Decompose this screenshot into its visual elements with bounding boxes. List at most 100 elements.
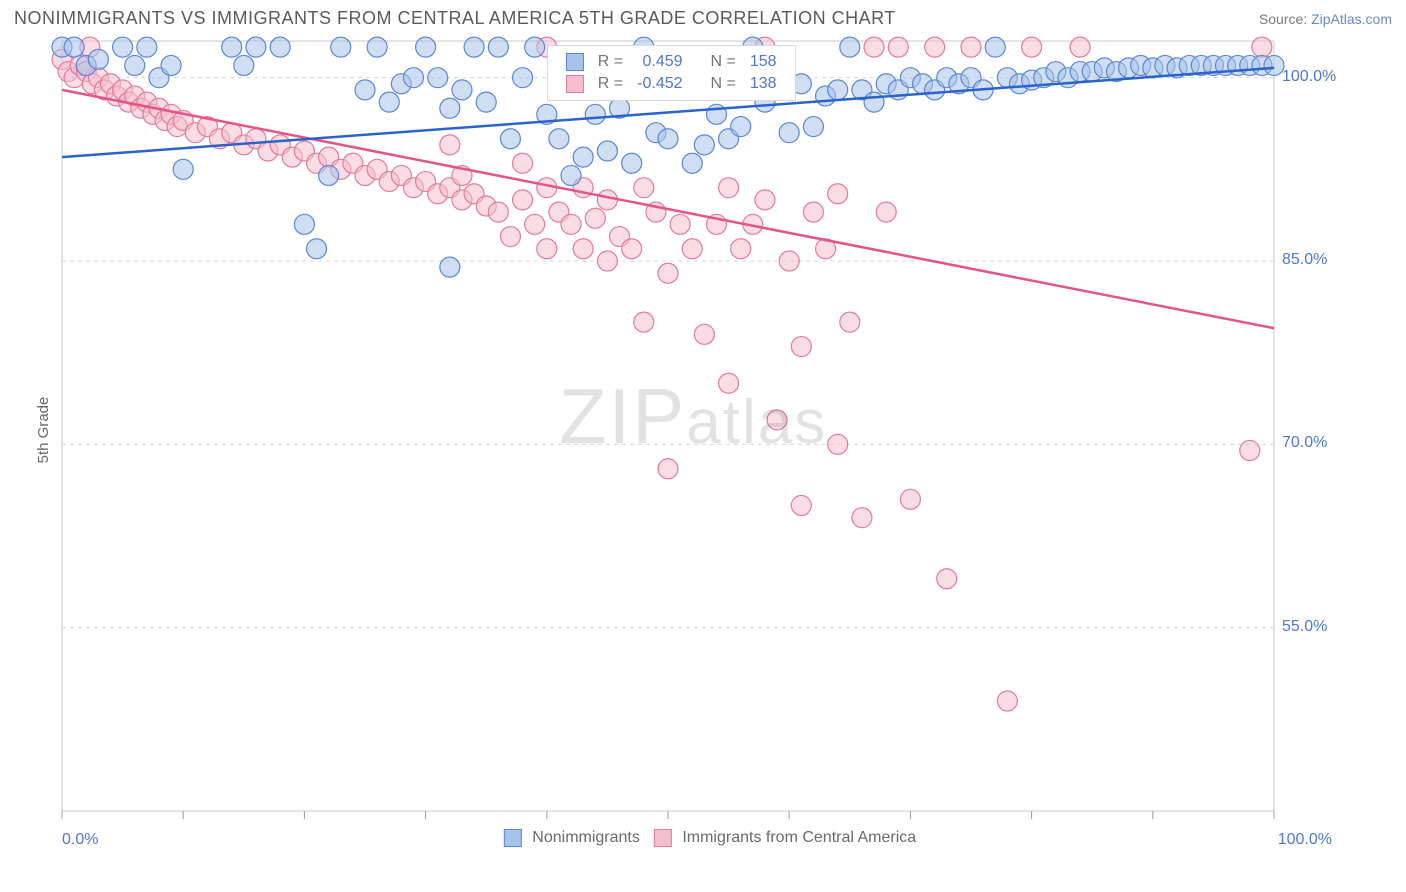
x-axis-row: 0.0% Nonimmigrants Immigrants from Centr… [14,829,1392,859]
r-label: R = [592,74,629,94]
data-point [440,98,460,118]
n-label: N = [705,74,742,94]
source-label: Source: [1259,11,1307,27]
data-point [803,202,823,222]
data-point [513,190,533,210]
data-point [997,691,1017,711]
data-point [694,135,714,155]
data-point [925,37,945,57]
data-point [900,489,920,509]
data-point [803,117,823,137]
data-point [1022,37,1042,57]
data-point [1070,37,1090,57]
data-point [270,37,290,57]
data-point [488,37,508,57]
data-point [658,263,678,283]
data-point [985,37,1005,57]
legend-swatch [654,829,672,847]
data-point [428,68,448,88]
legend-label: Immigrants from Central America [678,829,916,846]
data-point [828,184,848,204]
scatter-plot-svg [14,35,1334,825]
r-value: 0.459 [631,52,688,72]
data-point [888,37,908,57]
data-point [840,312,860,332]
data-point [658,129,678,149]
legend-label: Nonimmigrants [528,829,640,846]
data-point [1252,37,1272,57]
data-point [113,37,133,57]
data-point [622,239,642,259]
source-link[interactable]: ZipAtlas.com [1311,11,1392,27]
x-min-label: 0.0% [62,831,98,849]
data-point [682,153,702,173]
data-point [670,214,690,234]
data-point [500,227,520,247]
data-point [731,239,751,259]
y-axis-label: 5th Grade [35,397,52,464]
data-point [440,135,460,155]
data-point [246,37,266,57]
data-point [719,373,739,393]
data-point [464,37,484,57]
data-point [937,569,957,589]
data-point [864,37,884,57]
data-point [585,208,605,228]
data-point [525,37,545,57]
data-point [549,129,569,149]
data-point [961,37,981,57]
data-point [791,495,811,515]
data-point [234,55,254,75]
correlation-legend: R =0.459 N =158R =-0.452N =138 [547,45,796,101]
n-label: N = [705,52,742,72]
data-point [476,92,496,112]
data-point [64,37,84,57]
data-point [779,251,799,271]
data-point [537,239,557,259]
data-point [682,239,702,259]
data-point [355,80,375,100]
data-point [828,80,848,100]
data-point [561,214,581,234]
data-point [561,165,581,185]
data-point [779,123,799,143]
data-point [597,251,617,271]
data-point [488,202,508,222]
data-point [840,37,860,57]
data-point [416,37,436,57]
data-point [634,178,654,198]
data-point [767,410,787,430]
data-point [597,190,617,210]
data-point [367,37,387,57]
series-legend: Nonimmigrants Immigrants from Central Am… [490,829,916,847]
data-point [658,459,678,479]
legend-row: R =0.459 N =158 [560,52,783,72]
data-point [440,257,460,277]
data-point [573,147,593,167]
n-value: 138 [744,74,783,94]
data-point [864,92,884,112]
data-point [379,92,399,112]
y-tick-label: 85.0% [1282,251,1327,269]
data-point [828,434,848,454]
chart-title: NONIMMIGRANTS VS IMMIGRANTS FROM CENTRAL… [14,8,896,29]
data-point [88,49,108,69]
x-max-label: 100.0% [1278,831,1332,849]
data-point [307,239,327,259]
y-tick-label: 100.0% [1282,68,1336,86]
data-point [525,214,545,234]
data-point [319,165,339,185]
data-point [294,214,314,234]
data-point [694,324,714,344]
legend-row: R =-0.452N =138 [560,74,783,94]
data-point [500,129,520,149]
data-point [634,312,654,332]
y-tick-label: 70.0% [1282,434,1327,452]
chart-area: 5th Grade ZIPatlas R =0.459N =158R =-0.4… [14,35,1392,825]
data-point [719,178,739,198]
data-point [585,104,605,124]
data-point [403,68,423,88]
n-value: 158 [744,52,783,72]
r-label: R = [592,52,629,72]
data-point [452,80,472,100]
